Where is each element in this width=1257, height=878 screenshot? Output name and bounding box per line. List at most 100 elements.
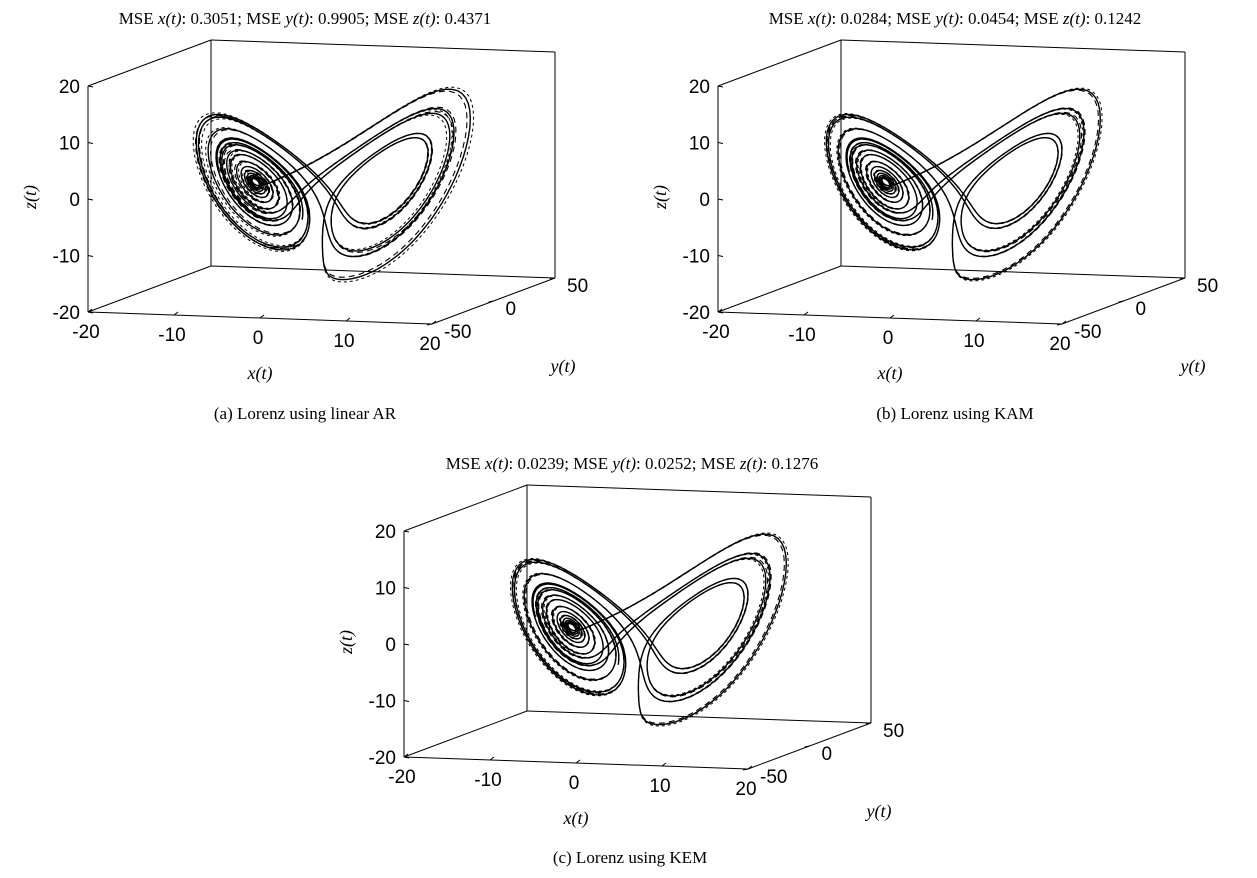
x-tick-label: -20 [388, 767, 415, 788]
title-part: x(t) [807, 9, 832, 28]
z-axis-label: z(t) [336, 630, 357, 655]
x-tick-label: 10 [333, 331, 354, 352]
caption-c: (c) Lorenz using KEM [553, 848, 707, 867]
series-true-solid [825, 88, 1102, 281]
x-tick [403, 753, 409, 758]
axes-edge [717, 39, 842, 87]
y-tick-label: 0 [506, 299, 517, 320]
x-tick [1061, 320, 1067, 325]
x-tick [345, 317, 351, 322]
title-part: MSE [769, 9, 808, 28]
title-part: y(t) [283, 9, 309, 28]
title-part: z(t) [739, 454, 763, 473]
subplot-a: MSE x(t): 0.3051; MSE y(t): 0.9905; MSE … [20, 9, 588, 384]
z-tick-label: -20 [683, 303, 710, 324]
y-tick [1056, 323, 1063, 326]
z-tick-label: 0 [699, 190, 710, 211]
x-tick-label: -10 [474, 770, 501, 791]
chart-title: MSE x(t): 0.0284; MSE y(t): 0.0454; MSE … [769, 9, 1142, 28]
axes-edge [87, 39, 212, 87]
title-part: x(t) [157, 9, 182, 28]
axes-edge [526, 710, 872, 724]
axes-edge [210, 265, 556, 279]
z-tick-label: -10 [683, 247, 710, 268]
y-tick-label: 50 [1197, 276, 1218, 297]
y-tick-label: -50 [444, 322, 471, 343]
title-part: y(t) [610, 454, 636, 473]
x-tick [575, 759, 581, 764]
axes-box [403, 484, 872, 770]
x-tick-label: 10 [963, 331, 984, 352]
y-tick-label: -50 [760, 767, 787, 788]
x-axis-label: x(t) [247, 363, 273, 384]
y-tick [865, 722, 872, 725]
y-axis-label: y(t) [549, 356, 576, 377]
chart-title: MSE x(t): 0.0239; MSE y(t): 0.0252; MSE … [446, 454, 819, 473]
axes-edge [526, 484, 872, 498]
subplot-c: MSE x(t): 0.0239; MSE y(t): 0.0252; MSE … [336, 454, 904, 829]
caption-a: (a) Lorenz using linear AR [214, 404, 397, 423]
title-part: : 0.9905; MSE [309, 9, 413, 28]
title-part: y(t) [933, 9, 959, 28]
title-part: : 0.1242 [1086, 9, 1142, 28]
chart-title: MSE x(t): 0.3051; MSE y(t): 0.9905; MSE … [119, 9, 492, 28]
z-tick-label: -10 [53, 247, 80, 268]
x-tick [975, 317, 981, 322]
x-tick [889, 314, 895, 319]
x-tick-label: 0 [253, 328, 264, 349]
z-tick-label: 20 [689, 77, 710, 98]
z-tick-label: 20 [59, 77, 80, 98]
z-tick-label: 10 [375, 579, 396, 600]
caption-b: (b) Lorenz using KAM [876, 404, 1033, 423]
z-tick-label: 10 [59, 134, 80, 155]
x-tick-label: -20 [702, 322, 729, 343]
z-tick [403, 643, 410, 646]
z-tick [87, 255, 94, 257]
x-tick [717, 308, 723, 313]
axes-box [717, 39, 1186, 325]
x-tick-label: 10 [649, 776, 670, 797]
z-tick-label: -10 [369, 692, 396, 713]
axes-edge [840, 265, 1186, 279]
z-axis-label: z(t) [20, 185, 41, 210]
x-tick-label: 20 [1049, 334, 1070, 355]
z-tick [87, 85, 94, 88]
title-part: : 0.0252; MSE [636, 454, 740, 473]
x-tick [431, 320, 437, 325]
title-part: : 0.3051; MSE [182, 9, 286, 28]
title-part: z(t) [1062, 9, 1086, 28]
y-tick [549, 277, 556, 280]
z-tick [403, 530, 410, 533]
z-tick [87, 311, 94, 314]
y-tick-label: -50 [1074, 322, 1101, 343]
z-tick [87, 142, 94, 144]
title-part: z(t) [412, 9, 436, 28]
x-tick-label: -20 [72, 322, 99, 343]
title-part: x(t) [484, 454, 509, 473]
y-tick [426, 323, 433, 326]
z-axis-label: z(t) [650, 185, 671, 210]
z-tick [717, 255, 724, 257]
x-axis-label: x(t) [563, 808, 589, 829]
z-tick [717, 142, 724, 144]
x-tick-label: 20 [735, 779, 756, 800]
z-tick-label: 0 [385, 635, 396, 656]
z-tick [87, 198, 94, 201]
z-tick [717, 85, 724, 88]
y-tick [742, 768, 749, 771]
x-tick-label: 0 [883, 328, 894, 349]
z-tick [717, 198, 724, 201]
x-tick-label: 0 [569, 773, 580, 794]
title-part: : 0.0284; MSE [832, 9, 936, 28]
axes-edge [87, 265, 212, 313]
z-tick-label: 20 [375, 522, 396, 543]
x-tick-label: 20 [419, 334, 440, 355]
series-predicted-dashed [194, 90, 468, 278]
z-tick-label: -20 [369, 748, 396, 769]
z-tick-label: 0 [69, 190, 80, 211]
z-tick [403, 756, 410, 759]
y-axis-label: y(t) [865, 801, 892, 822]
x-tick [661, 762, 667, 767]
